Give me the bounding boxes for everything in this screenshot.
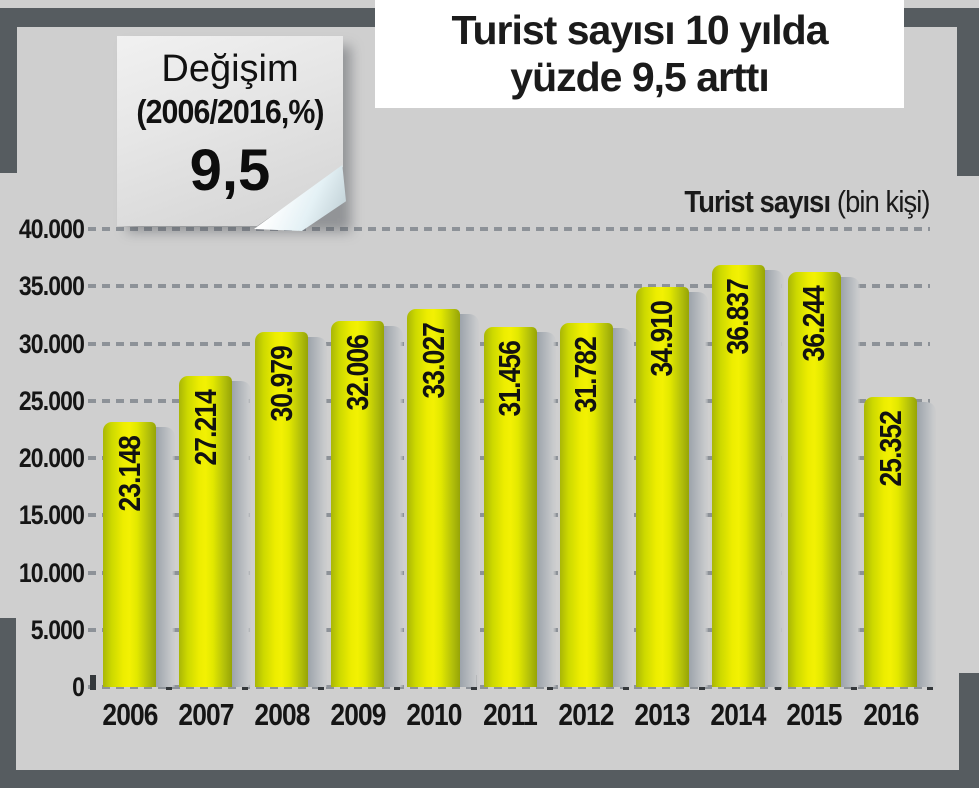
bar-2015: 36.244 <box>787 272 841 687</box>
x-axis-label-2006: 2006 <box>101 697 158 732</box>
x-axis-label-2008: 2008 <box>254 697 310 732</box>
frame-right-top-bar <box>957 8 979 176</box>
x-axis-tick <box>90 675 96 690</box>
note-label: Değişim <box>161 48 299 90</box>
y-axis-label: 40.000 <box>18 214 85 245</box>
y-axis-label: 15.000 <box>18 500 85 531</box>
y-axis-label: 35.000 <box>18 271 85 302</box>
bar-shadow-2009 <box>383 326 404 687</box>
x-axis-label-2015: 2015 <box>786 697 843 732</box>
x-axis-label-2012: 2012 <box>558 697 614 732</box>
y-axis-label: 10.000 <box>18 557 85 588</box>
gridline-40.000 <box>88 227 930 232</box>
frame-left-bottom-bar <box>0 618 16 788</box>
x-axis-label-2016: 2016 <box>862 697 919 732</box>
headline-line1: Turist sayısı 10 yılda <box>451 7 828 53</box>
y-axis-label: 20.000 <box>18 443 85 474</box>
x-axis-label-2009: 2009 <box>330 697 386 732</box>
bar-shadow-2015 <box>839 277 860 687</box>
x-axis-label-2011: 2011 <box>483 697 538 732</box>
bar-shadow-2013 <box>687 292 708 687</box>
bar-2014: 36.837 <box>711 265 765 687</box>
y-axis-label: 30.000 <box>18 328 85 359</box>
bar-shadow-2012 <box>611 328 632 687</box>
bar-2011: 31.456 <box>483 327 537 687</box>
bar-shadow-2010 <box>459 314 480 687</box>
bar-shadow-2006 <box>155 427 175 687</box>
y-axis-label: 5.000 <box>30 614 85 645</box>
bar-2012: 31.782 <box>559 323 613 687</box>
bar-2009: 32.006 <box>331 321 385 687</box>
bar-shadow-2007 <box>231 381 252 687</box>
note-body: Değişim (2006/2016,%) 9,5 <box>117 36 343 226</box>
series-header-bold: Turist sayısı <box>684 184 832 219</box>
y-axis-label: 0 <box>72 672 85 702</box>
bar-2008: 30.979 <box>255 332 309 687</box>
note-change-value: 9,5 <box>189 138 271 203</box>
gridline-0 <box>88 685 930 689</box>
bar-value-label: 32.006 <box>339 335 375 411</box>
y-axis-label: 25.000 <box>18 385 85 416</box>
frame-bottom-bar <box>15 770 979 788</box>
bar-value-label: 33.027 <box>415 323 451 399</box>
headline-box: Turist sayısı 10 yılda yüzde 9,5 arttı <box>375 0 904 108</box>
x-axis-label-2007: 2007 <box>177 697 234 732</box>
frame-left-top-bar <box>0 8 17 173</box>
change-note: Değişim (2006/2016,%) 9,5 <box>117 36 351 232</box>
x-axis-label-2013: 2013 <box>634 697 691 732</box>
bar-value-label: 36.837 <box>720 279 756 355</box>
series-header-unit: (bin kişi) <box>830 184 931 219</box>
bar-2016: 25.352 <box>864 397 917 687</box>
bar-2010: 33.027 <box>407 309 461 687</box>
x-axis-label-2014: 2014 <box>710 697 767 732</box>
bar-shadow-2011 <box>535 332 556 687</box>
bar-2007: 27.214 <box>179 376 233 687</box>
gridline-35.000 <box>88 284 930 289</box>
bar-value-label: 34.910 <box>644 301 680 377</box>
bar-2013: 34.910 <box>635 287 689 687</box>
bar-value-label: 30.979 <box>263 346 299 422</box>
x-axis-label-2010: 2010 <box>406 697 462 732</box>
bar-shadow-2014 <box>763 270 784 687</box>
bar-value-label: 25.352 <box>872 411 908 487</box>
bar-value-label: 23.148 <box>111 436 147 512</box>
headline-line2: yüzde 9,5 arttı <box>510 54 769 100</box>
bar-value-label: 31.456 <box>492 341 527 417</box>
bar-value-label: 36.244 <box>796 286 832 362</box>
series-header: Turist sayısı (bin kişi) <box>684 184 931 220</box>
frame-right-bottom-bar <box>959 673 979 788</box>
bar-shadow-2016 <box>916 402 936 687</box>
bar-shadow-2008 <box>307 337 328 687</box>
bar-value-label: 27.214 <box>187 390 223 466</box>
bar-2006: 23.148 <box>103 422 156 687</box>
bar-value-label: 31.782 <box>568 337 604 413</box>
note-period: (2006/2016,%) <box>136 93 324 130</box>
